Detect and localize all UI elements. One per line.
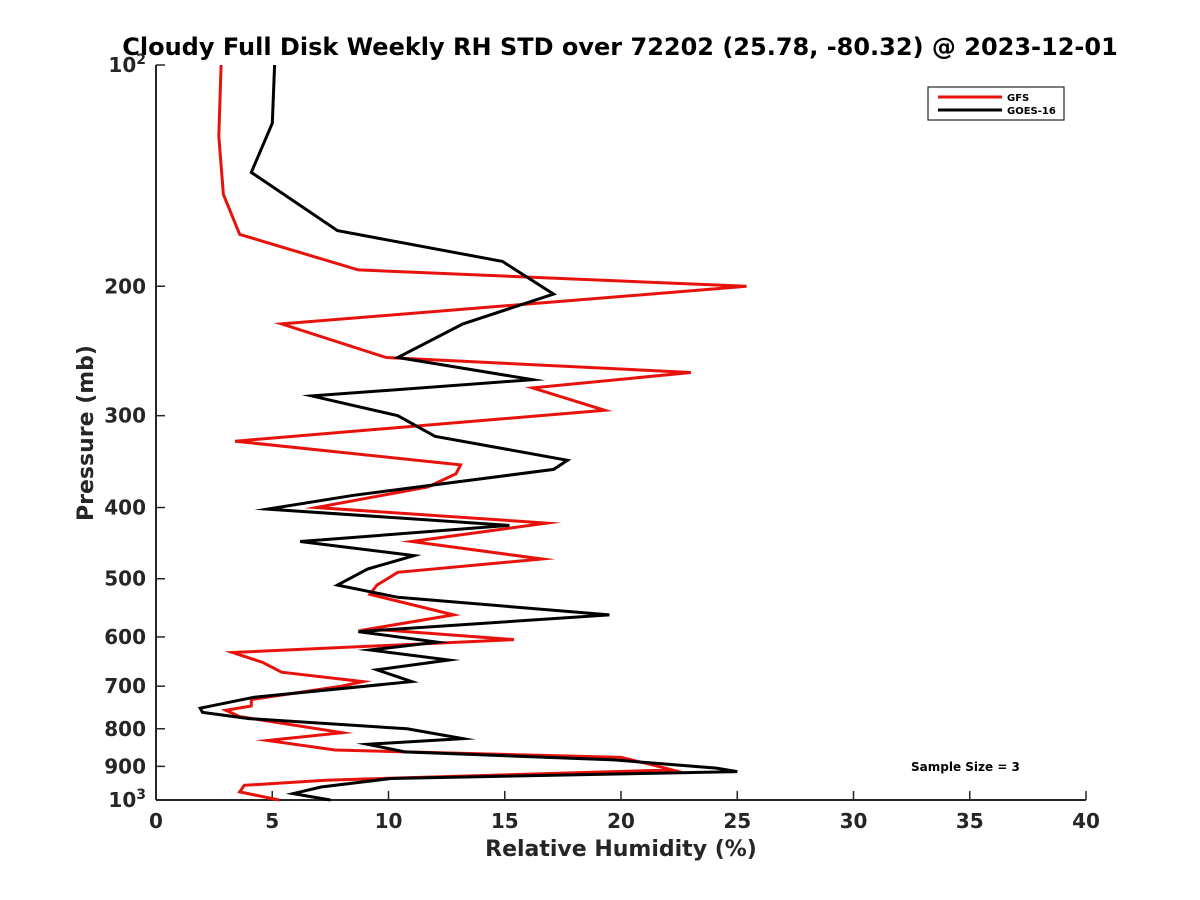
x-tick-label: 20 xyxy=(607,809,635,833)
y-tick-label: 800 xyxy=(104,717,146,741)
series-group xyxy=(197,64,747,802)
x-tick-label: 35 xyxy=(956,809,984,833)
legend-label-gfs: GFS xyxy=(1007,93,1029,104)
x-tick-label: 15 xyxy=(491,809,519,833)
x-axis-label: Relative Humidity (%) xyxy=(485,837,757,862)
chart-title: Cloudy Full Disk Weekly RH STD over 7220… xyxy=(122,33,1118,61)
axis-ticks: 0 5 10 15 20 25 30 35 40 102 200 300 400 500 600 700 800… xyxy=(104,52,1100,833)
x-tick-label: 0 xyxy=(149,809,163,833)
y-tick-label: 700 xyxy=(104,674,146,698)
y-tick-label: 500 xyxy=(104,567,146,591)
y-axis-label: Pressure (mb) xyxy=(74,345,99,521)
y-tick-label: 102 xyxy=(108,52,146,77)
x-tick-label: 30 xyxy=(840,809,868,833)
y-tick-label: 300 xyxy=(104,404,146,428)
y-tick-label: 200 xyxy=(104,274,146,298)
x-tick-label: 10 xyxy=(375,809,403,833)
legend-label-goes16: GOES-16 xyxy=(1007,106,1056,117)
legend-box xyxy=(927,86,1065,121)
y-tick-label: 400 xyxy=(104,496,146,520)
y-tick-label: 600 xyxy=(104,625,146,649)
axes-box xyxy=(156,65,1086,800)
series-line-goes16 xyxy=(197,64,738,802)
series-line-gfs xyxy=(217,64,747,802)
y-tick-label: 103 xyxy=(108,787,146,812)
x-tick-label: 25 xyxy=(723,809,751,833)
x-tick-label: 5 xyxy=(265,809,279,833)
sample-size-annotation: Sample Size = 3 xyxy=(911,760,1020,774)
x-tick-label: 40 xyxy=(1072,809,1100,833)
plot-area: 0 5 10 15 20 25 30 35 40 102 200 300 400 500 600 700 800… xyxy=(104,52,1100,833)
y-tick-label: 900 xyxy=(104,754,146,778)
legend: GFS GOES-16 xyxy=(927,86,1065,121)
